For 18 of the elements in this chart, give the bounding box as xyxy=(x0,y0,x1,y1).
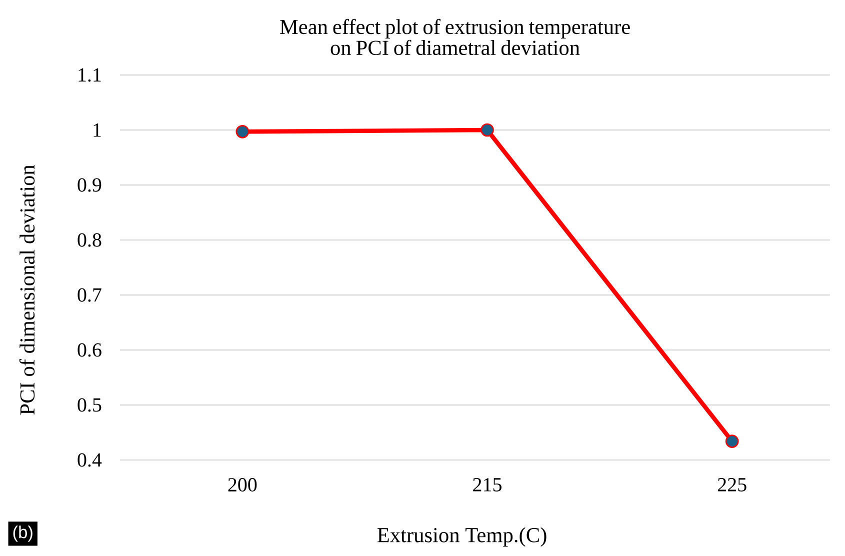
y-tick-label: 1.1 xyxy=(78,68,101,82)
y-axis-title: PCI of dimensional deviation xyxy=(19,164,35,415)
x-axis-title: Extrusion Temp.(C) xyxy=(377,527,546,547)
point xyxy=(480,123,494,137)
y-tick-label: 0.4 xyxy=(78,453,102,467)
chart-title: Mean effect plot of extrusion temperature on PCI of diametral deviation xyxy=(280,18,630,56)
y-tick-label: 0.6 xyxy=(78,343,102,357)
y-tick-label: 0.5 xyxy=(78,398,102,412)
point xyxy=(725,434,739,448)
x-tick-label: 200 xyxy=(228,478,257,492)
y-tick-label: 0.9 xyxy=(78,178,102,192)
x-tick-label: 225 xyxy=(718,478,746,492)
x-tick-label: 215 xyxy=(473,478,502,492)
y-tick-label: 0.7 xyxy=(78,288,102,302)
y-tick-label: 1 xyxy=(94,123,101,137)
y-tick-label: 0.8 xyxy=(78,233,102,247)
point xyxy=(236,124,250,138)
text: (b) xyxy=(13,526,32,542)
